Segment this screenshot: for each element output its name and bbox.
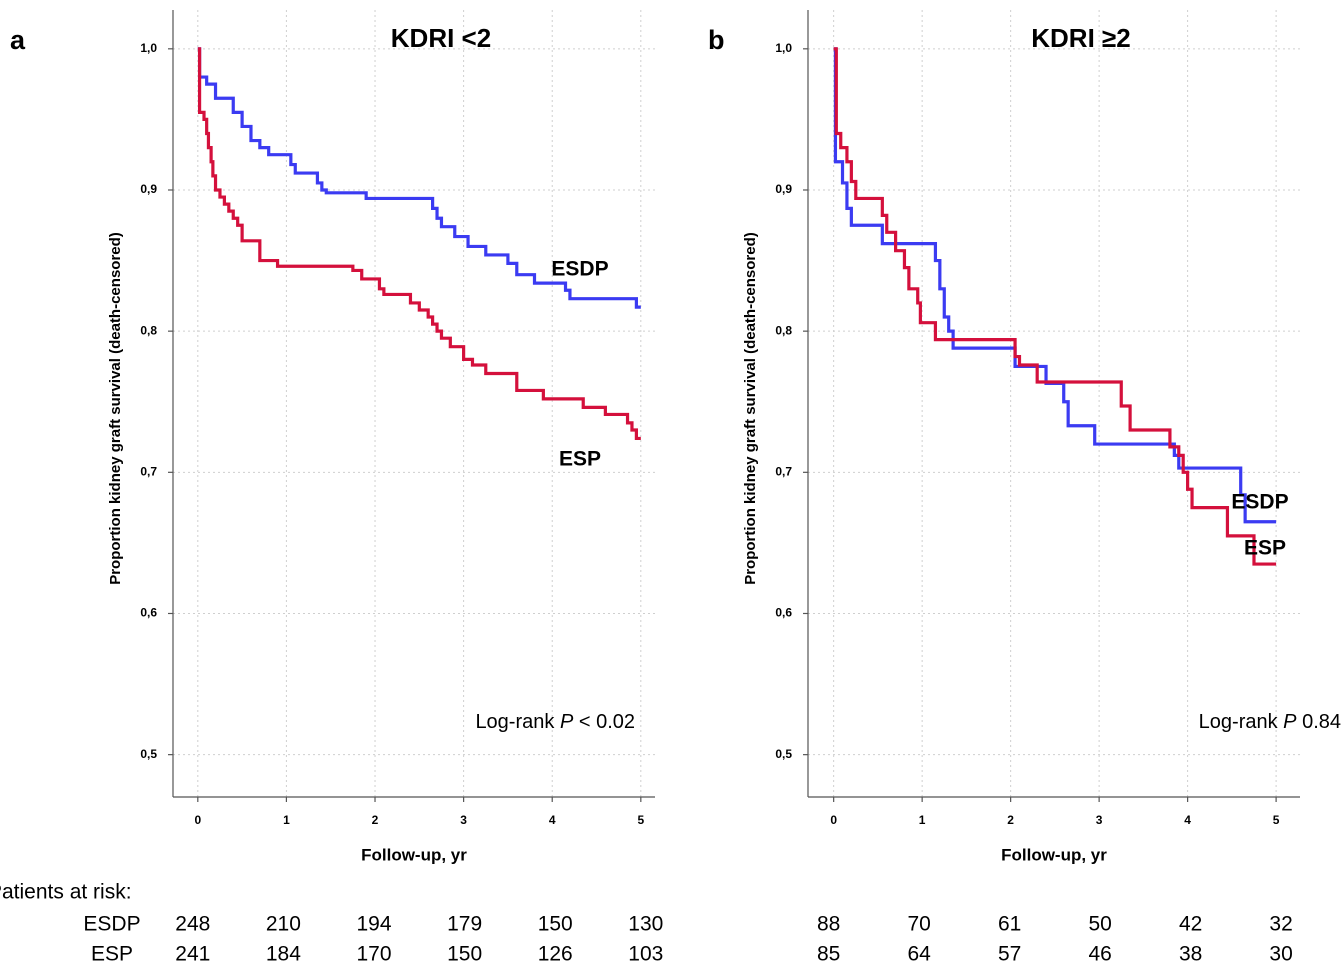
risk-count: 42 — [1179, 913, 1202, 936]
risk-count: 85 — [817, 943, 840, 966]
survival-curve — [197, 47, 641, 309]
risk-row-name: ESDP — [83, 913, 140, 936]
risk-count: 150 — [447, 943, 482, 966]
x-tick-label: 3 — [1096, 813, 1103, 827]
chart-title: KDRI ≥2 — [1031, 23, 1131, 53]
annotation-part: < 0.02 — [573, 711, 635, 733]
series-label: ESDP — [1231, 491, 1288, 514]
y-tick-label: 0,5 — [140, 747, 157, 761]
survival-curve — [833, 47, 1277, 524]
risk-count: 126 — [538, 943, 573, 966]
y-tick-label: 0,7 — [140, 464, 157, 478]
x-tick-label: 4 — [1184, 813, 1191, 827]
panel-label: b — [708, 25, 725, 55]
x-axis-label: Follow-up, yr — [1001, 845, 1107, 864]
y-tick-label: 0,7 — [775, 464, 792, 478]
risk-count: 88 — [817, 913, 840, 936]
risk-count: 61 — [998, 913, 1021, 936]
risk-row-name: ESP — [91, 943, 133, 966]
x-tick-label: 4 — [549, 813, 556, 827]
y-tick-label: 0,6 — [140, 606, 157, 620]
x-tick-label: 1 — [919, 813, 926, 827]
risk-count: 38 — [1179, 943, 1202, 966]
series-label: ESP — [1244, 537, 1286, 560]
panel-label: a — [10, 25, 26, 55]
risk-count: 57 — [998, 943, 1021, 966]
y-tick-label: 0,6 — [775, 606, 792, 620]
annotation-part: P — [1283, 711, 1297, 733]
y-axis-label: Proportion kidney graft survival (death-… — [107, 232, 124, 585]
x-tick-label: 5 — [1273, 813, 1280, 827]
risk-count: 70 — [907, 913, 930, 936]
risk-count: 179 — [447, 913, 482, 936]
survival-curve — [197, 47, 641, 441]
x-tick-label: 2 — [1007, 813, 1014, 827]
y-axis-label: Proportion kidney graft survival (death-… — [742, 232, 759, 585]
risk-count: 184 — [266, 943, 301, 966]
risk-count: 46 — [1088, 943, 1111, 966]
risk-count: 210 — [266, 913, 301, 936]
annotation-part: P — [560, 711, 574, 733]
survival-curve — [833, 47, 1277, 566]
y-tick-label: 0,8 — [775, 323, 792, 337]
risk-count: 150 — [538, 913, 573, 936]
risk-count: 30 — [1269, 943, 1292, 966]
annotation-part: 0.84 — [1297, 711, 1341, 733]
series-label: ESP — [559, 448, 601, 471]
y-tick-label: 0,8 — [140, 323, 157, 337]
risk-count: 194 — [356, 913, 391, 936]
y-tick-label: 1,0 — [140, 41, 157, 55]
x-tick-label: 5 — [637, 813, 644, 827]
series-label: ESDP — [551, 258, 608, 281]
y-tick-label: 1,0 — [775, 41, 792, 55]
annotation-part: Log-rank — [1199, 711, 1284, 733]
chart-title: KDRI <2 — [391, 23, 491, 53]
risk-count: 32 — [1269, 913, 1292, 936]
risk-count: 248 — [175, 913, 210, 936]
x-tick-label: 3 — [460, 813, 467, 827]
x-tick-label: 1 — [283, 813, 290, 827]
risk-count: 64 — [907, 943, 931, 966]
risk-count: 130 — [628, 913, 663, 936]
annotation-part: Log-rank — [475, 711, 560, 733]
y-tick-label: 0,5 — [775, 747, 792, 761]
risk-count: 241 — [175, 943, 210, 966]
risk-count: 50 — [1088, 913, 1111, 936]
annotation: Log-rank P 0.84 — [1199, 711, 1341, 733]
x-tick-label: 0 — [830, 813, 837, 827]
risk-count: 103 — [628, 943, 663, 966]
risk-table-title: Patients at risk: — [0, 881, 132, 904]
risk-count: 170 — [356, 943, 391, 966]
y-tick-label: 0,9 — [775, 182, 792, 196]
x-tick-label: 2 — [372, 813, 379, 827]
x-tick-label: 0 — [194, 813, 201, 827]
annotation: Log-rank P < 0.02 — [475, 711, 635, 733]
y-tick-label: 0,9 — [140, 182, 157, 196]
x-axis-label: Follow-up, yr — [361, 845, 467, 864]
